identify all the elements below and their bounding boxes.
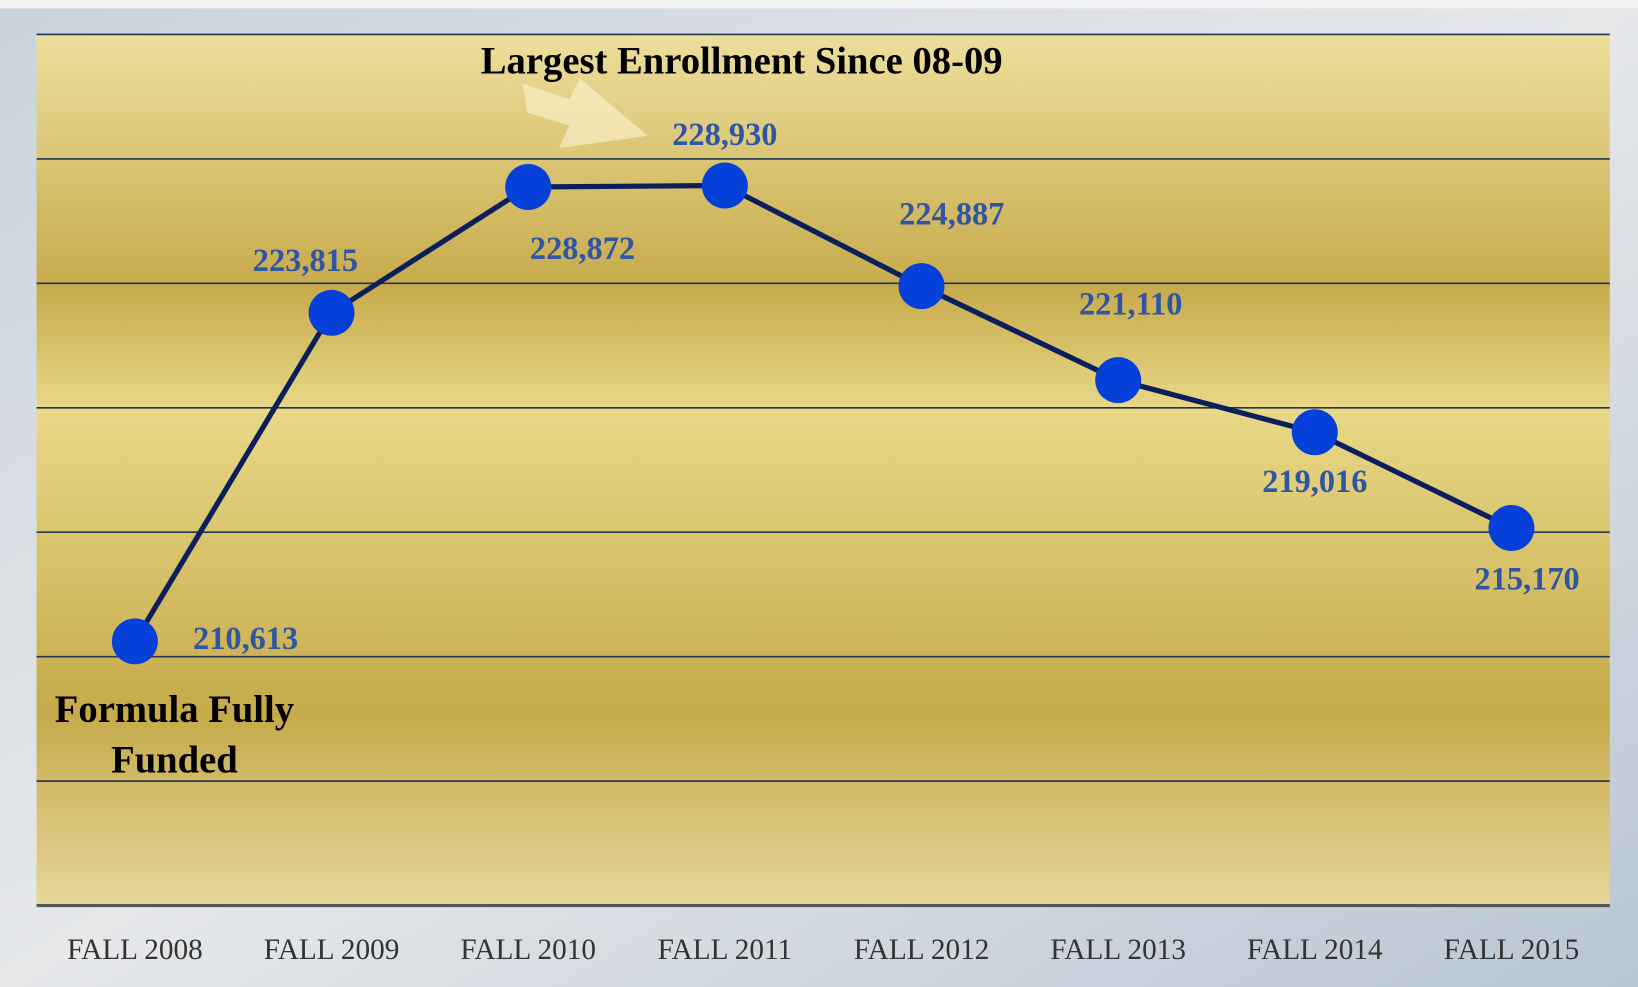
marker bbox=[111, 618, 158, 665]
x-tick-label: FALL 2012 bbox=[854, 934, 990, 966]
annotation: Funded bbox=[111, 739, 238, 781]
grid bbox=[36, 33, 1610, 908]
marker bbox=[898, 263, 945, 310]
data-label: 219,016 bbox=[1262, 464, 1367, 500]
arrow bbox=[522, 78, 648, 149]
plot-area bbox=[36, 34, 1610, 906]
x-tick-label: FALL 2013 bbox=[1050, 934, 1186, 966]
data-label: 223,815 bbox=[253, 243, 358, 279]
x-tick-label: FALL 2011 bbox=[658, 934, 793, 966]
data-label: 228,930 bbox=[672, 117, 777, 153]
marker bbox=[1095, 357, 1142, 404]
data-label: 221,110 bbox=[1079, 286, 1182, 322]
data-label: 228,872 bbox=[530, 231, 635, 267]
marker bbox=[1291, 409, 1338, 456]
top-band bbox=[0, 0, 1638, 9]
marks: 210,613 223,815 228,872 228,930 224,887 221,1… bbox=[111, 117, 1580, 665]
marker bbox=[505, 164, 552, 210]
x-tick-label: FALL 2008 bbox=[67, 934, 203, 966]
marker bbox=[701, 162, 748, 209]
marker bbox=[1488, 505, 1535, 551]
x-tick-label: FALL 2015 bbox=[1444, 934, 1580, 966]
data-label: 224,887 bbox=[899, 197, 1004, 233]
x-tick-label: FALL 2010 bbox=[460, 934, 596, 966]
data-label: 215,170 bbox=[1475, 562, 1580, 598]
annotation: Largest Enrollment Since 08-09 bbox=[481, 41, 1003, 83]
x-tick-label: FALL 2009 bbox=[264, 934, 400, 966]
marker bbox=[308, 289, 355, 336]
annotation: Formula Fully bbox=[55, 689, 294, 731]
line bbox=[132, 182, 1513, 643]
data-label: 210,613 bbox=[193, 621, 298, 657]
x-tick-label: FALL 2014 bbox=[1247, 934, 1383, 966]
